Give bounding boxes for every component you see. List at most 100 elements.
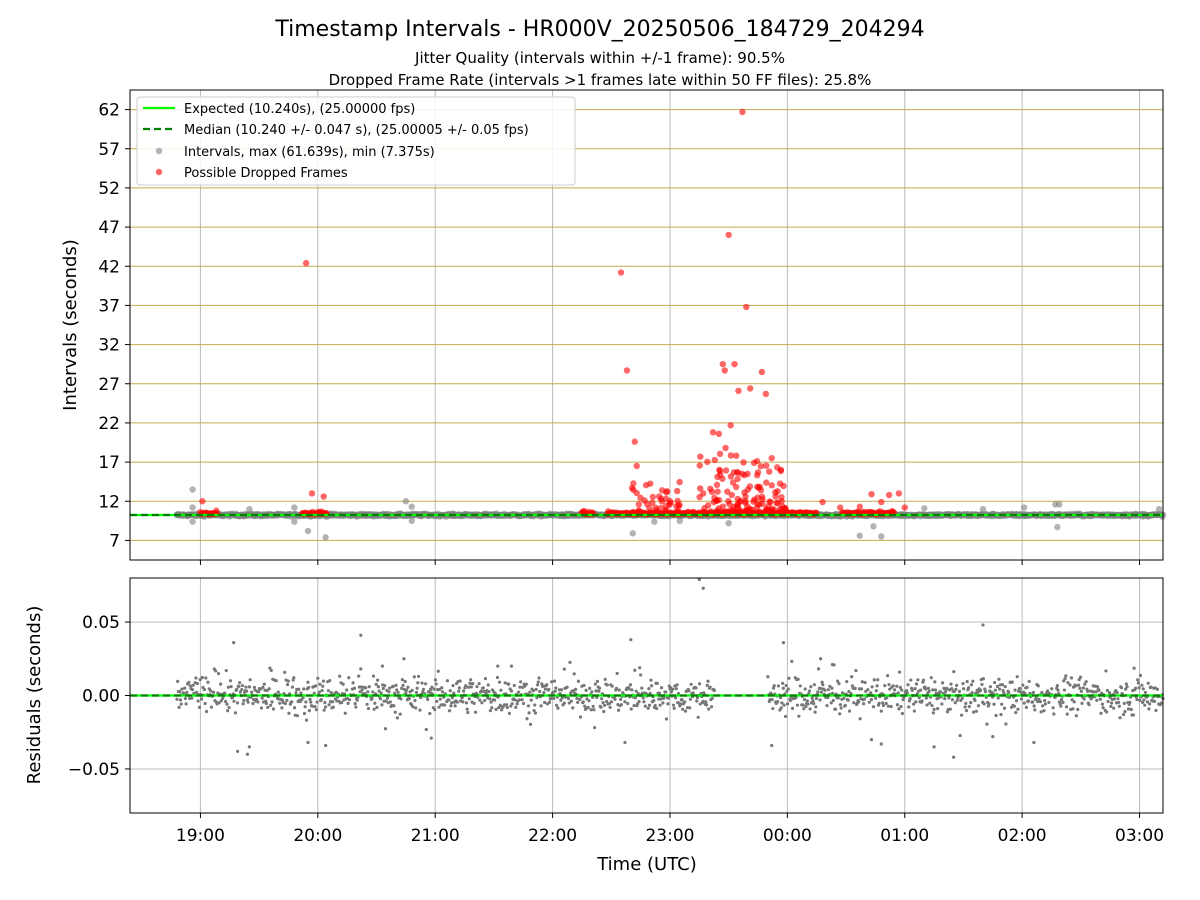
residual-point bbox=[423, 682, 428, 686]
residual-point bbox=[517, 698, 521, 702]
residual-point bbox=[957, 689, 962, 693]
residual-point bbox=[543, 700, 547, 705]
residual-point bbox=[572, 672, 576, 676]
residual-point bbox=[514, 705, 518, 709]
residual-point bbox=[919, 688, 923, 692]
residual-point bbox=[493, 698, 497, 702]
residual-point bbox=[556, 706, 560, 710]
interval-point bbox=[246, 505, 253, 513]
residual-point bbox=[1076, 707, 1080, 712]
residual-point bbox=[416, 681, 420, 685]
residual-point bbox=[895, 703, 900, 707]
dropped-frame-point bbox=[697, 453, 704, 460]
residual-point bbox=[638, 666, 642, 670]
residual-point bbox=[246, 700, 250, 704]
residual-point bbox=[271, 707, 276, 711]
residual-point bbox=[525, 717, 529, 721]
residual-point bbox=[881, 703, 885, 708]
residual-point bbox=[236, 749, 240, 753]
subtitle-jitter: Jitter Quality (intervals within +/-1 fr… bbox=[414, 49, 785, 67]
residual-point bbox=[1148, 702, 1152, 706]
residual-point bbox=[1063, 677, 1067, 681]
residual-point bbox=[897, 707, 901, 711]
residual-point bbox=[178, 698, 183, 702]
dropped-frame-point bbox=[675, 502, 683, 510]
interval-point bbox=[322, 534, 329, 541]
residual-point bbox=[1159, 701, 1164, 705]
residual-point bbox=[967, 705, 971, 709]
residual-point bbox=[509, 664, 514, 668]
residual-point bbox=[912, 709, 916, 713]
residual-point bbox=[310, 704, 314, 708]
residual-point bbox=[202, 687, 207, 692]
residual-point bbox=[960, 696, 964, 700]
residual-point bbox=[531, 689, 535, 693]
residual-point bbox=[1141, 687, 1145, 691]
residual-point bbox=[1062, 688, 1066, 692]
residual-point bbox=[1126, 707, 1131, 711]
residual-point bbox=[695, 696, 700, 700]
residual-point bbox=[983, 687, 987, 691]
residual-point bbox=[209, 689, 213, 693]
dropped-frame-point bbox=[782, 505, 789, 513]
residual-point bbox=[1097, 688, 1101, 692]
residual-point bbox=[177, 705, 181, 709]
residual-point bbox=[437, 705, 441, 709]
residual-point bbox=[396, 690, 400, 694]
residual-point bbox=[488, 697, 492, 701]
residual-point bbox=[315, 700, 319, 704]
residual-point bbox=[782, 703, 786, 707]
residual-point bbox=[1099, 711, 1103, 715]
residual-point bbox=[232, 641, 236, 645]
residual-point bbox=[940, 702, 944, 706]
dropped-frame-point bbox=[743, 303, 750, 311]
residual-point bbox=[538, 689, 542, 694]
interval-point bbox=[725, 519, 732, 527]
residual-point bbox=[216, 671, 221, 676]
residual-point bbox=[802, 707, 806, 711]
residual-point bbox=[416, 674, 421, 679]
figure-title: Timestamp Intervals - HR000V_20250506_18… bbox=[274, 17, 924, 42]
residual-point bbox=[613, 697, 617, 701]
dropped-frame-point bbox=[696, 462, 703, 469]
residual-point bbox=[647, 687, 651, 691]
residual-point bbox=[481, 686, 485, 690]
residual-point bbox=[845, 680, 849, 684]
residual-point bbox=[457, 686, 461, 690]
residual-point bbox=[697, 682, 702, 686]
residual-point bbox=[689, 682, 693, 686]
intervals-panel: 7 12 17 22 27 32 37 42 47 52 57 62 Intervals (secon… bbox=[60, 89, 1167, 565]
residual-point bbox=[509, 704, 513, 708]
residual-point bbox=[632, 704, 636, 708]
residual-point bbox=[616, 708, 621, 712]
residual-point bbox=[319, 698, 323, 702]
residual-point bbox=[461, 700, 465, 704]
residual-point bbox=[1002, 691, 1006, 695]
residual-point bbox=[235, 687, 239, 691]
residual-point bbox=[790, 706, 795, 710]
residual-point bbox=[870, 685, 874, 689]
residual-point bbox=[597, 686, 602, 690]
residual-point bbox=[1027, 679, 1031, 683]
residual-point bbox=[322, 708, 326, 712]
residual-point bbox=[812, 683, 816, 687]
residual-point bbox=[709, 705, 714, 709]
residual-point bbox=[179, 702, 183, 706]
dropped-frame-point bbox=[714, 507, 722, 514]
residual-point bbox=[176, 679, 180, 683]
residual-point bbox=[891, 684, 895, 688]
residual-point bbox=[614, 686, 619, 690]
residual-point bbox=[1039, 710, 1043, 714]
residual-point bbox=[436, 669, 440, 673]
intervals-y-axis-label: Intervals (seconds) bbox=[60, 239, 81, 411]
dropped-frame-point bbox=[719, 360, 727, 368]
residual-point bbox=[365, 702, 369, 706]
interval-point bbox=[1056, 501, 1063, 508]
residual-point bbox=[995, 684, 1000, 689]
residual-point bbox=[694, 686, 698, 690]
residual-point bbox=[871, 705, 876, 709]
residual-point bbox=[1074, 714, 1078, 718]
residual-point bbox=[1109, 701, 1114, 705]
residual-point bbox=[707, 707, 711, 711]
residual-point bbox=[191, 683, 195, 687]
